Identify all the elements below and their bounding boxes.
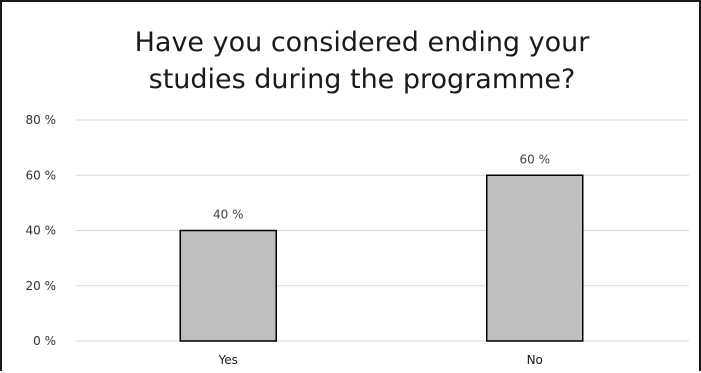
chart-title-line-2: studies during the programme?: [148, 64, 576, 95]
y-tick-label: 0 %: [33, 334, 56, 348]
bar: [486, 174, 584, 342]
x-category-label: No: [527, 353, 543, 367]
bar: [179, 229, 277, 342]
data-label: 60 %: [520, 152, 551, 166]
x-category-label: Yes: [218, 353, 238, 367]
y-tick-label: 40 %: [26, 224, 57, 238]
y-tick-label: 60 %: [26, 168, 57, 182]
chart-title: Have you considered ending your studies …: [62, 24, 662, 98]
y-tick-label: 20 %: [26, 279, 57, 293]
chart-title-line-1: Have you considered ending your: [134, 27, 590, 58]
data-label: 40 %: [213, 208, 244, 222]
y-tick-label: 80 %: [26, 113, 57, 127]
